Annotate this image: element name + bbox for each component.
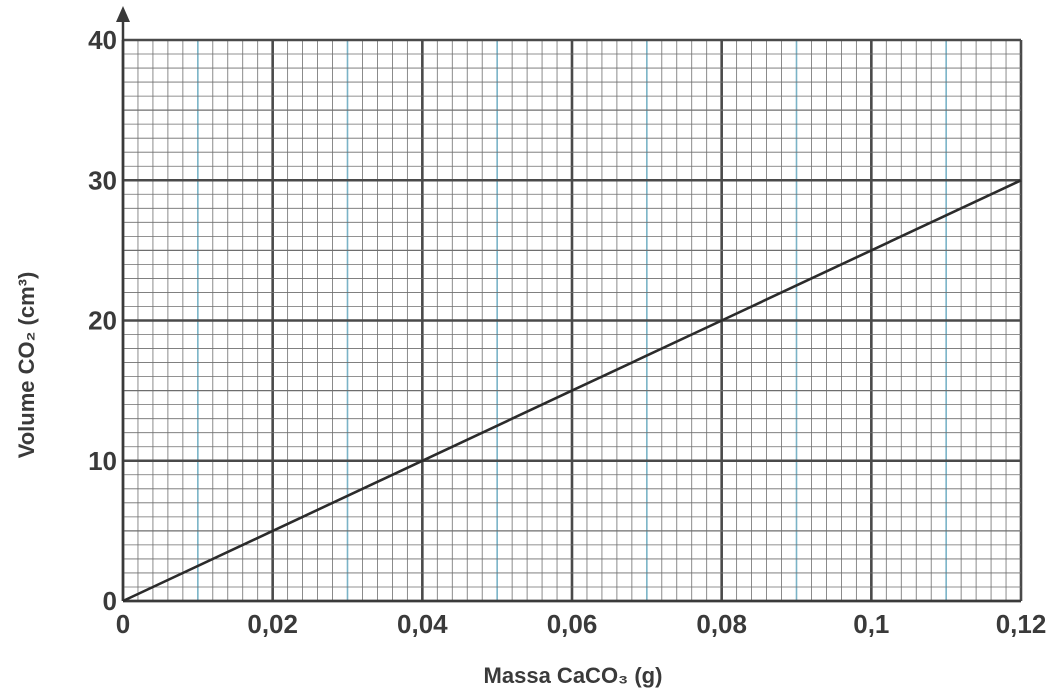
x-tick-label: 0,02 <box>247 609 298 639</box>
x-tick-labels: 0 0,02 0,04 0,06 0,08 0,1 0,12 <box>116 609 1047 639</box>
y-tick-label: 10 <box>88 446 117 476</box>
y-axis-title: Volume CO₂ (cm³) <box>14 272 39 459</box>
x-tick-label: 0,1 <box>853 609 889 639</box>
x-tick-label: 0 <box>116 609 130 639</box>
x-tick-label: 0,08 <box>696 609 747 639</box>
y-tick-label: 40 <box>88 25 117 55</box>
grid <box>123 40 1021 601</box>
y-axis-arrow-icon <box>116 6 130 22</box>
y-tick-label: 0 <box>103 586 117 616</box>
y-tick-labels: 0 10 20 30 40 <box>88 25 117 616</box>
x-tick-label: 0,12 <box>996 609 1047 639</box>
y-tick-label: 20 <box>88 306 117 336</box>
axes <box>116 6 1021 601</box>
x-tick-label: 0,06 <box>547 609 598 639</box>
x-axis-title: Massa CaCO₃ (g) <box>484 663 663 688</box>
x-tick-label: 0,04 <box>397 609 448 639</box>
y-tick-label: 30 <box>88 165 117 195</box>
